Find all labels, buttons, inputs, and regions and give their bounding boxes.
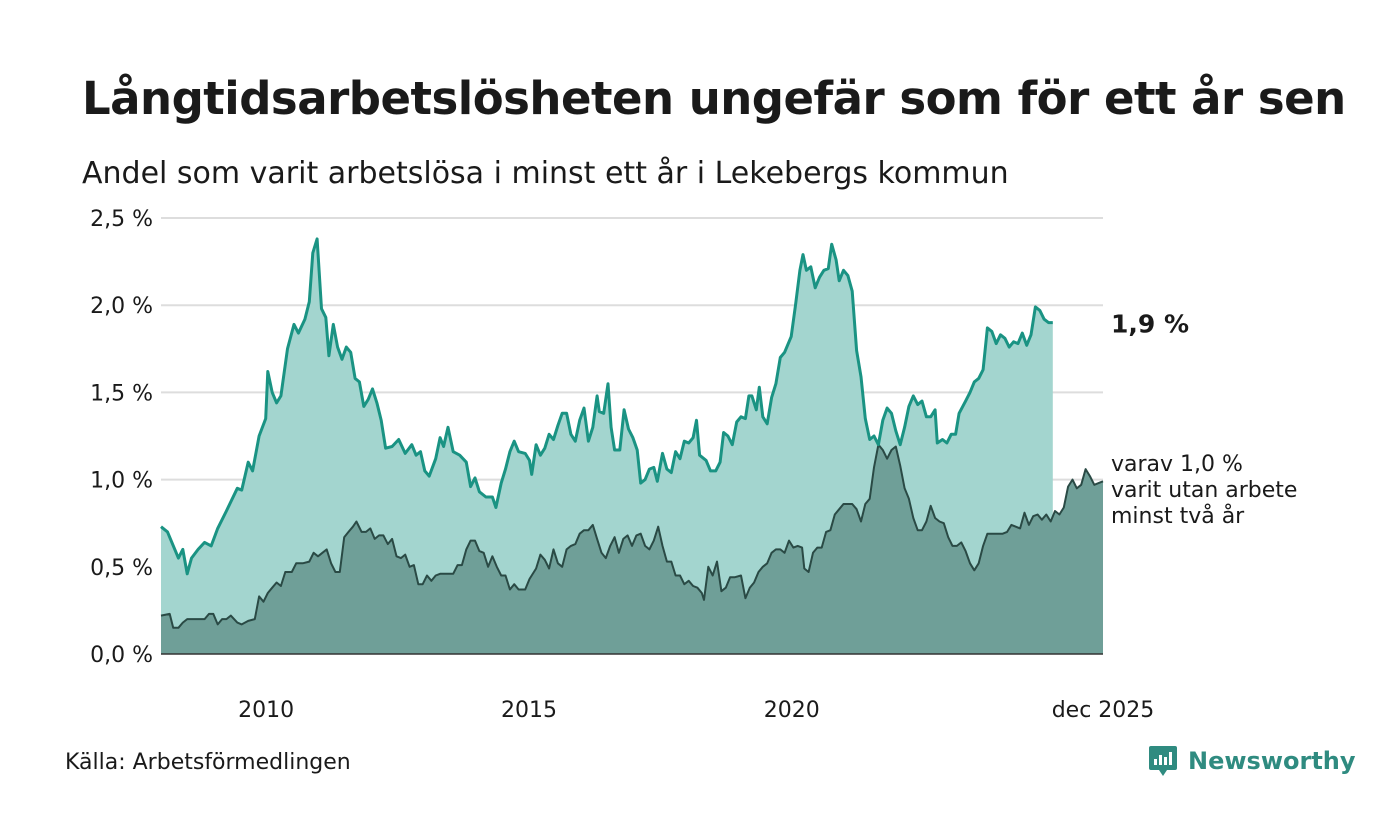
newsworthy-logo-icon bbox=[1149, 746, 1177, 776]
brand-name: Newsworthy bbox=[1188, 747, 1356, 775]
line-long-term-unemployed bbox=[160, 237, 1053, 576]
x-tick-label: dec 2025 bbox=[1052, 698, 1155, 723]
line-two-years-unemployed bbox=[160, 443, 1104, 629]
chart-title: Långtidsarbetslösheten ungefär som för e… bbox=[82, 72, 1346, 125]
end-label-sub-line: varav 1,0 % bbox=[1111, 452, 1243, 477]
y-tick-label: 0,0 % bbox=[90, 643, 153, 668]
x-axis: 2010 2015 2020 dec 2025 bbox=[238, 698, 1154, 723]
end-label-main: 1,9 % bbox=[1111, 310, 1189, 339]
y-tick-label: 1,0 % bbox=[90, 469, 153, 494]
y-tick-label: 2,5 % bbox=[90, 207, 153, 232]
area-two-years-unemployed bbox=[161, 444, 1103, 654]
source-note: Källa: Arbetsförmedlingen bbox=[65, 750, 351, 775]
chart-subtitle: Andel som varit arbetslösa i minst ett å… bbox=[82, 156, 1009, 191]
brand[interactable]: Newsworthy bbox=[1148, 744, 1356, 778]
areas bbox=[160, 237, 1104, 655]
y-tick-label: 0,5 % bbox=[90, 556, 153, 581]
x-tick-label: 2010 bbox=[238, 698, 294, 723]
end-label-sub-line: minst två år bbox=[1111, 503, 1245, 529]
x-tick-label: 2020 bbox=[764, 698, 820, 723]
end-label-sub-line: varit utan arbete bbox=[1111, 478, 1297, 503]
x-tick-label: 2015 bbox=[501, 698, 557, 723]
y-tick-label: 1,5 % bbox=[90, 381, 153, 406]
y-axis: 0,0 % 0,5 % 1,0 % 1,5 % 2,0 % 2,5 % bbox=[90, 207, 153, 668]
y-tick-label: 2,0 % bbox=[90, 294, 153, 319]
